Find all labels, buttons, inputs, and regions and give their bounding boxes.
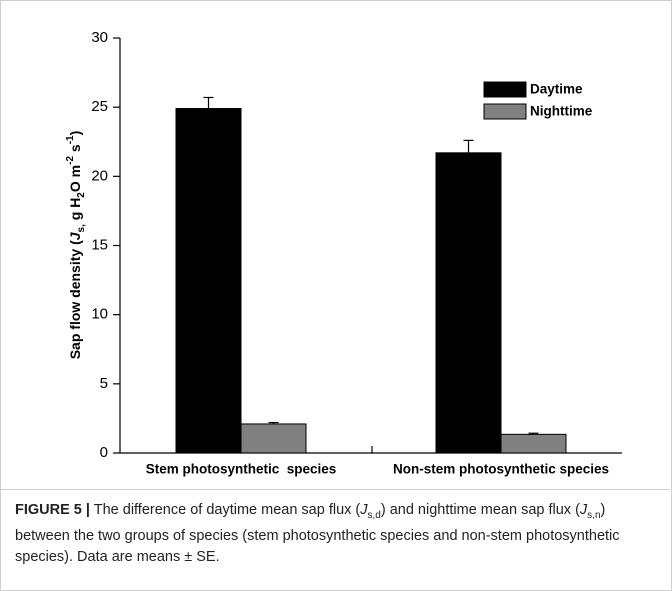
y-axis-label-part: ) <box>67 131 83 136</box>
error-bar <box>203 96 214 109</box>
y-axis-label: Sap flow density (Js, g H2O m-2 s-1) <box>65 131 87 360</box>
y-axis-label-part: -1 <box>65 135 76 144</box>
error-bar <box>463 139 474 153</box>
y-tick-label: 0 <box>100 444 108 461</box>
x-tick-label: Non-stem photosynthetic species <box>393 462 609 477</box>
legend-label: Nighttime <box>530 104 593 119</box>
caption-text: FIGURE 5 | <box>15 502 90 518</box>
caption-text: ) and nighttime mean sap flux ( <box>380 502 580 518</box>
y-axis-label-part: J <box>67 231 83 240</box>
error-bar <box>268 421 279 424</box>
caption-text: J <box>579 502 588 518</box>
legend-swatch <box>483 81 527 98</box>
error-bar <box>528 432 539 435</box>
y-tick-label: 10 <box>91 306 108 323</box>
y-axis-label-part: s <box>67 144 83 156</box>
y-tick-label: 15 <box>91 236 108 253</box>
y-axis-label-part: g H <box>67 198 83 224</box>
caption-text: s,d <box>367 509 381 521</box>
x-tick-label: Stem photosynthetic species <box>146 462 337 477</box>
y-tick-label: 20 <box>91 167 108 184</box>
caption: FIGURE 5 | The difference of daytime mea… <box>0 489 670 578</box>
caption-text: J <box>360 502 368 518</box>
legend-label: Daytime <box>530 82 583 97</box>
y-tick-label: 30 <box>91 29 108 46</box>
y-axis-label-part: O m <box>67 165 83 192</box>
y-axis-label-part: 2 <box>76 192 87 198</box>
bar <box>435 152 502 454</box>
chart: Sap flow density (Js, g H2O m-2 s-1) 0 5 1… <box>65 29 622 477</box>
bar <box>240 423 307 454</box>
y-tick-label: 5 <box>100 375 108 392</box>
bar <box>175 108 242 454</box>
y-axis-label-part: Sap flow density ( <box>67 240 83 359</box>
y-axis-label-part: s, <box>76 224 87 233</box>
legend-swatch <box>483 103 527 120</box>
y-axis-label-part: -2 <box>65 156 76 165</box>
caption-text: ) between the two groups of species (ste… <box>15 502 620 565</box>
bar <box>500 433 567 454</box>
caption-text: s,n <box>587 509 601 521</box>
y-tick-label: 25 <box>91 98 108 115</box>
caption-text: The difference of daytime mean sap flux … <box>89 502 361 518</box>
